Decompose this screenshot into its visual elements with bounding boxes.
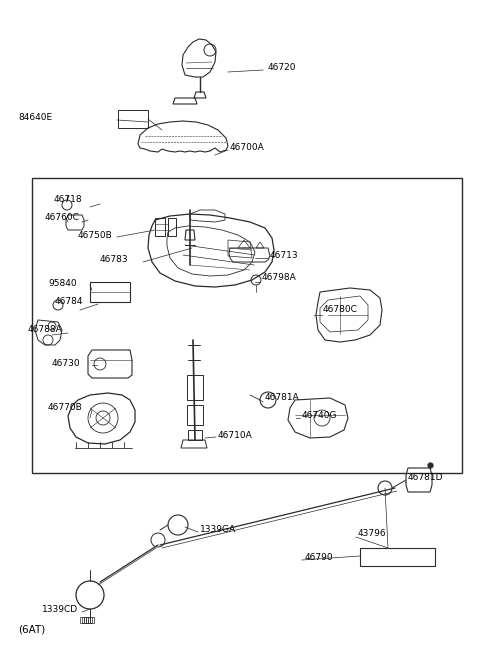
Text: 46781D: 46781D: [408, 474, 444, 483]
Text: 46740G: 46740G: [302, 411, 337, 419]
Bar: [118, 110, 148, 128]
Text: 46798A: 46798A: [262, 274, 297, 283]
Text: (6AT): (6AT): [18, 625, 45, 635]
Text: 46710A: 46710A: [218, 430, 253, 440]
Text: 46720: 46720: [268, 64, 297, 73]
Text: 46770B: 46770B: [48, 403, 83, 411]
Bar: [360, 548, 435, 566]
Text: 43796: 43796: [358, 529, 386, 537]
Text: 1339GA: 1339GA: [200, 525, 236, 535]
Bar: [32, 178, 462, 473]
Bar: [187, 405, 203, 425]
Text: 46760C: 46760C: [45, 213, 80, 222]
Text: 46784: 46784: [55, 298, 84, 306]
Bar: [155, 218, 165, 236]
Text: 46788A: 46788A: [28, 325, 63, 335]
Bar: [168, 218, 176, 236]
Text: 46730: 46730: [52, 358, 81, 367]
Text: 1339CD: 1339CD: [42, 605, 78, 615]
Text: 46718: 46718: [54, 195, 83, 205]
Text: 84640E: 84640E: [18, 113, 52, 123]
Bar: [187, 375, 203, 400]
Text: 46750B: 46750B: [78, 230, 113, 239]
Text: 46700A: 46700A: [230, 144, 265, 152]
Text: 46713: 46713: [270, 251, 299, 260]
Bar: [90, 282, 130, 302]
Bar: [188, 430, 202, 440]
Text: 46781A: 46781A: [265, 394, 300, 403]
Text: 46790: 46790: [305, 554, 334, 562]
Text: 46783: 46783: [100, 255, 129, 264]
Text: 95840: 95840: [48, 279, 77, 287]
Text: 46780C: 46780C: [323, 306, 358, 314]
